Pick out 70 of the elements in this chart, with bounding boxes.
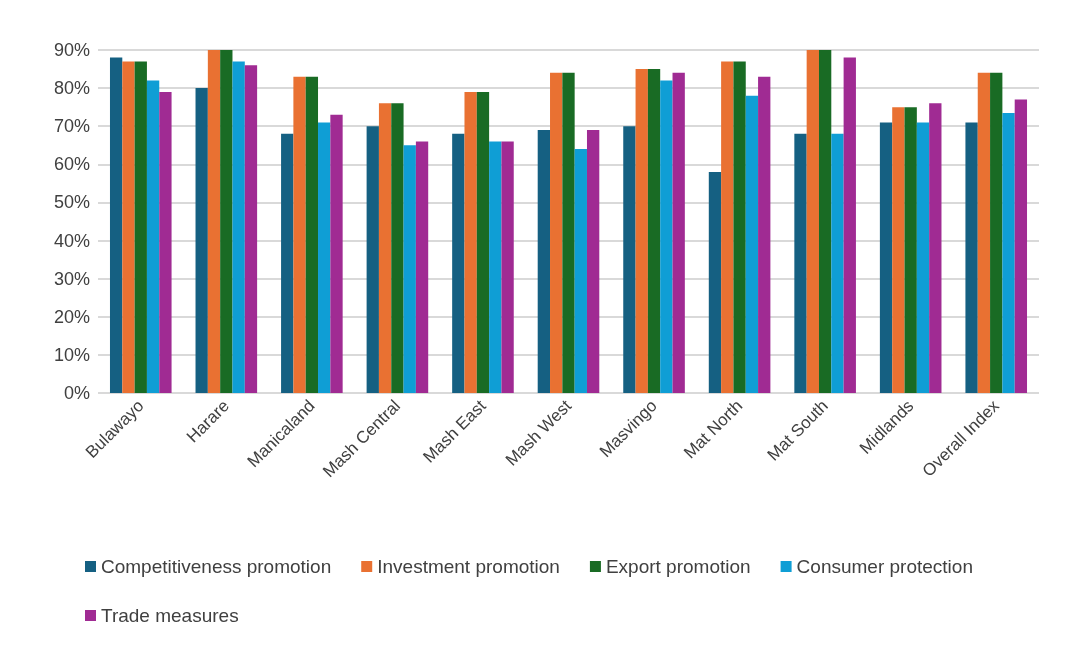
- bar: [647, 69, 661, 393]
- bar: [366, 126, 379, 393]
- legend-label: Trade measures: [101, 605, 239, 626]
- legend-label: Competitiveness promotion: [101, 556, 332, 577]
- bar: [134, 61, 147, 393]
- bar: [879, 122, 893, 393]
- bar: [904, 107, 917, 393]
- bar: [708, 171, 722, 393]
- bar: [990, 72, 1003, 393]
- bar: [293, 76, 306, 393]
- bar: [721, 61, 734, 393]
- y-tick-label: 60%: [53, 154, 90, 175]
- bar: [476, 91, 490, 393]
- bar: [330, 114, 343, 393]
- y-tick-label: 90%: [53, 40, 90, 60]
- bar: [281, 133, 294, 393]
- bar: [464, 91, 477, 393]
- bar: [501, 141, 514, 393]
- bar: [1002, 112, 1015, 393]
- bar: [220, 50, 233, 393]
- bar: [843, 57, 856, 393]
- bar: [415, 141, 429, 393]
- legend-label: Consumer protection: [796, 556, 973, 577]
- bar: [586, 130, 600, 393]
- bar: [818, 50, 832, 393]
- legend-label: Export promotion: [605, 556, 751, 577]
- bar: [305, 76, 319, 393]
- bar: [623, 126, 636, 393]
- bar: [635, 69, 648, 393]
- bar: [232, 61, 245, 393]
- bar: [1014, 99, 1028, 393]
- bar: [391, 103, 404, 393]
- y-tick-label: 10%: [53, 344, 90, 365]
- bar: [806, 50, 819, 393]
- bar: [562, 72, 575, 393]
- bar: [122, 61, 135, 393]
- bar: [892, 107, 905, 393]
- bar: [109, 57, 123, 393]
- bar: [159, 91, 172, 393]
- bar: [244, 65, 258, 393]
- bar: [929, 103, 942, 393]
- y-tick-label: 50%: [53, 192, 90, 213]
- bar: [965, 122, 978, 393]
- bar: [831, 133, 844, 393]
- bar: [146, 80, 160, 393]
- y-tick-label: 70%: [53, 116, 90, 137]
- bar: [660, 80, 673, 393]
- y-tick-label: 30%: [53, 268, 90, 289]
- y-tick-label: 0%: [63, 383, 90, 403]
- bar: [403, 145, 416, 393]
- bar: [794, 133, 807, 393]
- bar: [318, 122, 331, 393]
- bar: [733, 61, 746, 393]
- bar: [378, 103, 392, 393]
- bar: [574, 149, 587, 393]
- legend-label: Investment promotion: [377, 556, 560, 577]
- y-tick-label: 40%: [53, 230, 90, 251]
- bar: [489, 141, 502, 393]
- bar: [452, 133, 465, 393]
- bar: [916, 122, 930, 393]
- y-tick-label: 80%: [53, 78, 90, 99]
- bar: [977, 72, 991, 393]
- bar: [207, 50, 221, 393]
- y-tick-label: 20%: [53, 306, 90, 327]
- bar: [672, 72, 685, 393]
- bar: [550, 72, 563, 393]
- bar: [758, 76, 771, 393]
- bar: [745, 95, 759, 393]
- bar: [537, 130, 551, 393]
- bar: [195, 88, 208, 393]
